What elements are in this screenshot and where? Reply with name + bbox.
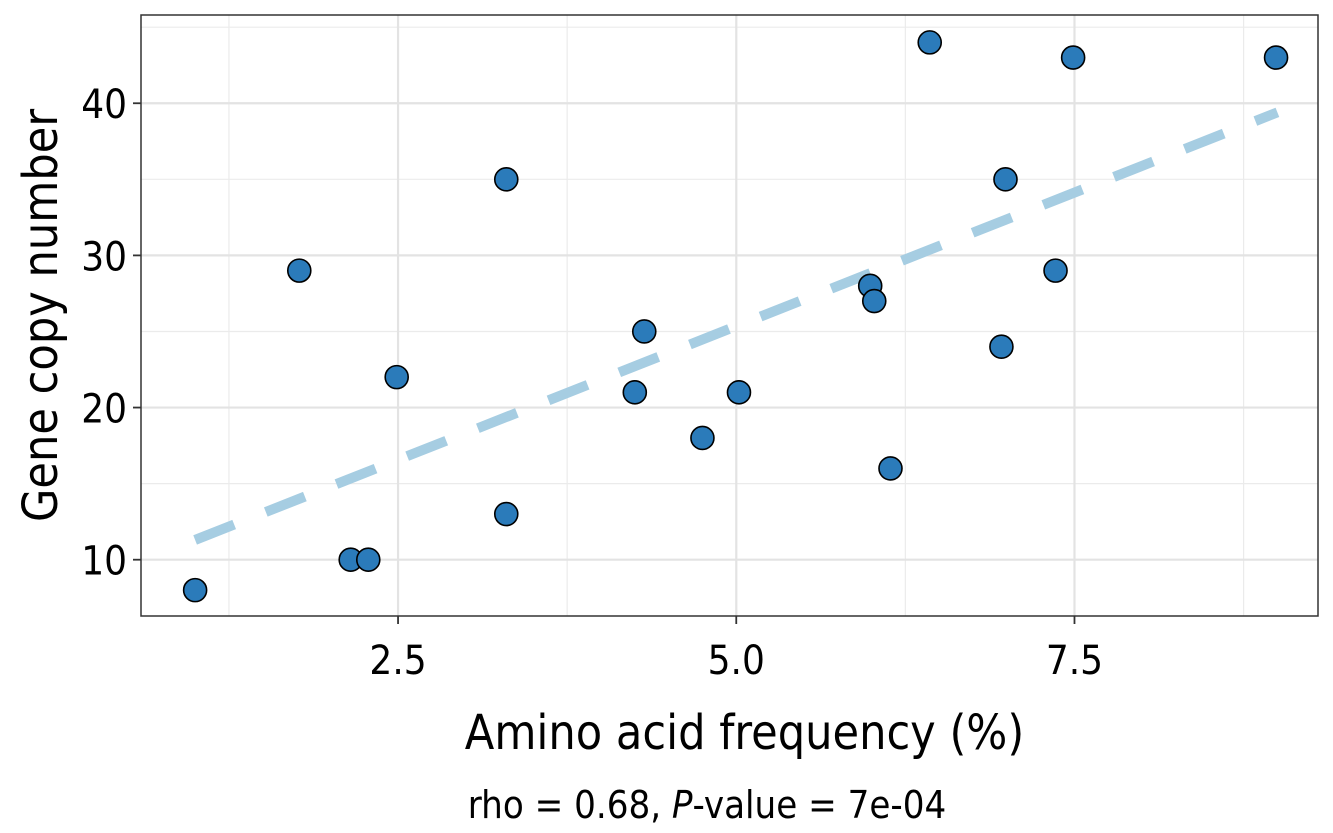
y-axis-ticks: 10 20 30 40 (81, 82, 141, 585)
x-tick-label: 7.5 (1046, 638, 1103, 684)
data-point (917, 30, 943, 55)
x-axis-title: Amino acid frequency (%) (465, 705, 1024, 761)
data-point (631, 319, 657, 344)
y-tick-label: 30 (81, 234, 127, 280)
plot-panel-border (140, 14, 1319, 617)
data-point (384, 364, 409, 390)
major-gridlines (141, 15, 1318, 616)
data-point (493, 501, 519, 527)
data-point (1060, 45, 1086, 70)
trendline-layer (193, 107, 1280, 545)
data-point (993, 167, 1018, 192)
x-axis-ticks: 2.5 5.0 7.5 (369, 616, 1103, 684)
trendline (193, 107, 1280, 545)
caption-suffix: -value = 7e-04 (693, 783, 947, 827)
x-tick-label: 5.0 (708, 638, 765, 684)
y-tick-label: 20 (81, 387, 127, 433)
data-point (286, 258, 312, 283)
data-point (1043, 258, 1068, 283)
data-point (726, 380, 752, 405)
y-axis-title: Gene copy number (13, 109, 69, 522)
data-point (622, 380, 648, 405)
caption-p-symbol: P (672, 783, 693, 827)
data-point (1263, 45, 1289, 70)
data-point (182, 577, 208, 603)
data-point (878, 456, 903, 481)
x-tick-label: 2.5 (369, 638, 426, 684)
data-point (355, 547, 381, 573)
data-point (861, 288, 887, 314)
data-point (690, 425, 715, 451)
correlation-caption: rho = 0.68, P-value = 7e-04 (468, 783, 946, 827)
y-tick-label: 10 (81, 539, 127, 585)
points-layer (182, 30, 1289, 603)
caption-prefix: rho = 0.68, (468, 783, 672, 827)
y-tick-label: 40 (81, 82, 127, 128)
data-point (989, 334, 1014, 359)
data-point (493, 167, 519, 192)
